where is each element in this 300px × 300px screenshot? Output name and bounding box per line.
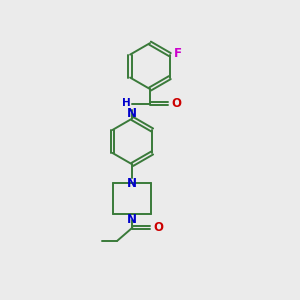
Text: N: N — [127, 213, 137, 226]
Text: N: N — [127, 177, 137, 190]
Text: O: O — [172, 97, 182, 110]
Text: F: F — [174, 47, 182, 60]
Text: O: O — [154, 221, 164, 234]
Text: H: H — [122, 98, 131, 108]
Text: N: N — [127, 107, 137, 120]
